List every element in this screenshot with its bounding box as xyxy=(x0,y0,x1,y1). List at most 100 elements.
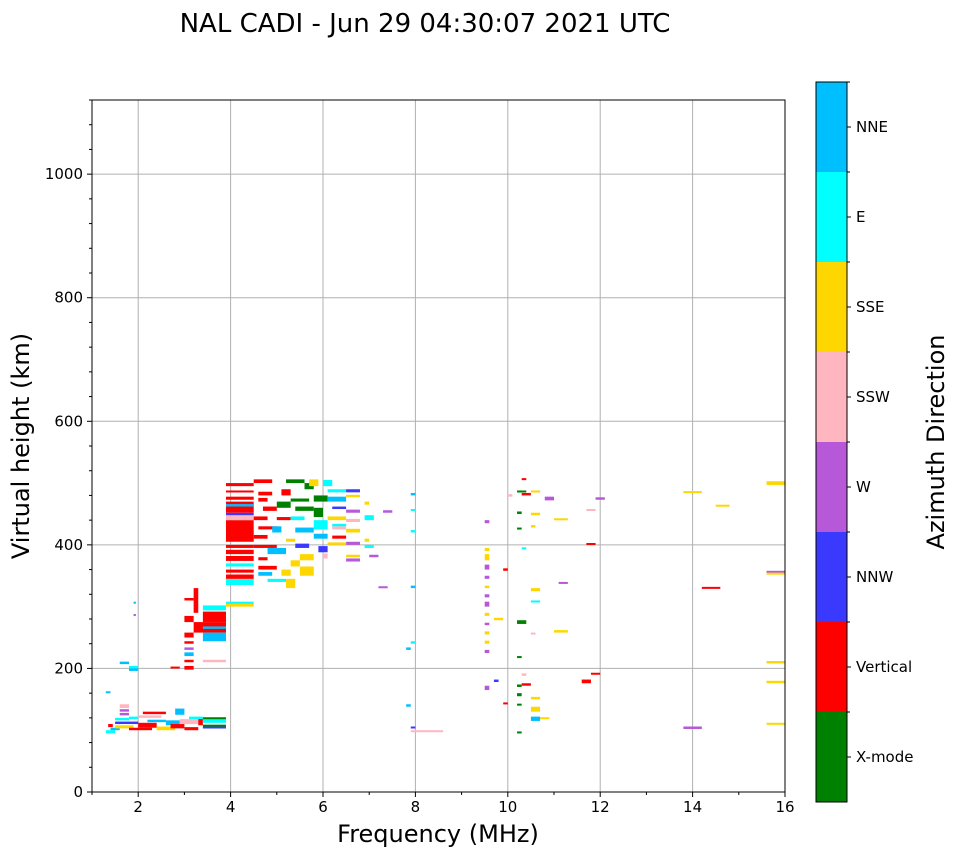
echo-mark-w xyxy=(484,649,490,653)
echo-mark-nne xyxy=(110,727,120,731)
echo-mark-vertical xyxy=(225,483,254,487)
echo-mark-nne xyxy=(530,716,541,721)
echo-mark-x-mode xyxy=(517,620,527,624)
colorbar-tick-label: Vertical xyxy=(856,658,912,676)
echo-mark-w xyxy=(346,509,360,513)
echo-mark-ssw xyxy=(530,632,536,635)
echo-mark-sse xyxy=(766,661,785,664)
echo-mark-ssw xyxy=(586,509,596,512)
echo-mark-vertical xyxy=(225,544,254,548)
echo-mark-w xyxy=(383,510,393,513)
echo-mark-nne xyxy=(295,527,314,533)
echo-mark-sse xyxy=(299,554,314,561)
echo-mark-vertical xyxy=(262,506,277,511)
echo-mark-w xyxy=(595,497,605,500)
echo-mark-vertical xyxy=(184,632,194,638)
echo-mark-e xyxy=(290,516,305,521)
echo-mark-vertical xyxy=(258,565,277,570)
echo-mark-e xyxy=(225,563,254,567)
echo-mark-w xyxy=(484,564,490,570)
echo-mark-vertical xyxy=(170,724,185,729)
colorbar-label: Azimuth Direction xyxy=(922,335,950,550)
echo-mark-sse xyxy=(484,554,490,561)
echo-mark-nne xyxy=(313,533,328,539)
echo-mark-sse xyxy=(484,612,490,616)
echo-mark-w xyxy=(484,601,490,607)
x-tick-label: 8 xyxy=(411,798,421,816)
echo-mark-e xyxy=(128,665,139,669)
echo-mark-vertical xyxy=(225,501,254,513)
colorbar-tick-label: X-mode xyxy=(856,748,913,766)
echo-mark-nnw xyxy=(225,512,254,516)
echo-mark-w xyxy=(378,586,388,589)
echo-mark-e xyxy=(364,544,374,548)
echo-mark-ssw xyxy=(410,730,444,733)
x-tick-label: 16 xyxy=(775,798,794,816)
echo-mark-ssw xyxy=(119,704,129,708)
chart-title: NAL CADI - Jun 29 04:30:07 2021 UTC xyxy=(180,9,671,39)
echo-mark-ssw xyxy=(507,494,513,497)
echo-mark-vertical xyxy=(258,526,277,530)
echo-mark-vertical xyxy=(503,702,508,705)
echo-mark-vertical xyxy=(225,520,254,542)
echo-mark-e xyxy=(410,641,416,644)
echo-mark-sse xyxy=(530,588,541,592)
echo-mark-nnw xyxy=(493,679,499,683)
echo-mark-sse xyxy=(540,717,550,720)
echo-mark-vertical xyxy=(701,586,721,589)
echo-mark-vertical xyxy=(225,549,254,555)
y-tick-label: 400 xyxy=(54,536,83,554)
axes: 2 4 6 8 10 12 14 16 0 200 400 600 800 1000 xyxy=(45,99,795,816)
grid-lines xyxy=(92,100,785,792)
colorbar-swatch-x-mode xyxy=(816,712,847,802)
echo-mark-nne xyxy=(406,704,411,707)
colorbar-tick-label: E xyxy=(856,208,865,226)
echo-mark-w xyxy=(119,712,129,716)
echo-mark-x-mode xyxy=(304,483,314,490)
y-tick-label: 200 xyxy=(54,659,83,677)
echo-mark-w xyxy=(484,685,490,691)
colorbar-tick-label: NNW xyxy=(856,568,893,586)
echo-mark-x-mode xyxy=(290,498,310,502)
echo-mark-nne xyxy=(184,652,194,657)
echo-mark-nne xyxy=(202,632,226,642)
data-marks xyxy=(105,478,785,734)
echo-mark-x-mode xyxy=(202,717,226,720)
echo-mark-sse xyxy=(346,528,360,533)
echo-mark-w xyxy=(346,541,360,545)
echo-mark-sse xyxy=(766,680,785,684)
echo-mark-sse xyxy=(493,617,504,621)
echo-mark-sse xyxy=(530,490,541,493)
echo-mark-vertical xyxy=(586,543,596,546)
echo-mark-sse xyxy=(683,491,702,494)
echo-mark-w xyxy=(484,594,490,598)
echo-mark-vertical xyxy=(184,727,199,731)
echo-mark-sse xyxy=(327,542,347,545)
echo-mark-nne xyxy=(225,504,254,507)
echo-mark-x-mode xyxy=(286,479,305,484)
echo-mark-e xyxy=(364,515,374,521)
echo-mark-sse xyxy=(530,706,541,712)
echo-mark-x-mode xyxy=(517,527,522,530)
echo-mark-x-mode xyxy=(313,495,328,502)
echo-mark-w xyxy=(766,570,785,573)
x-tick-label: 14 xyxy=(683,798,702,816)
echo-mark-nne xyxy=(175,708,185,715)
echo-mark-sse xyxy=(364,538,370,542)
echo-mark-nne xyxy=(128,668,139,671)
echo-mark-sse xyxy=(766,722,785,725)
echo-mark-w xyxy=(346,558,360,562)
echo-mark-e xyxy=(202,719,226,723)
echo-mark-sse xyxy=(484,585,490,589)
plot-frame xyxy=(91,99,786,793)
echo-mark-sse xyxy=(484,631,490,635)
echo-mark-nnw xyxy=(115,721,139,725)
echo-mark-e xyxy=(410,530,416,533)
echo-mark-w xyxy=(683,726,702,729)
echo-mark-vertical xyxy=(225,569,254,573)
echo-mark-vertical xyxy=(184,597,194,601)
echo-mark-sse xyxy=(766,481,785,485)
echo-mark-vertical xyxy=(332,535,347,539)
echo-mark-x-mode xyxy=(276,501,291,508)
